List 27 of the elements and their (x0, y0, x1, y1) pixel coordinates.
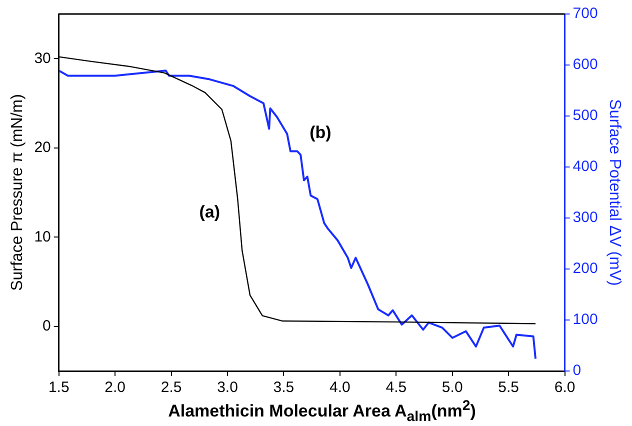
y-tick-label: 20 (34, 139, 51, 156)
y2-tick-label: 300 (572, 209, 598, 226)
series-label: (a) (199, 202, 220, 222)
x-tick-label: 3.0 (217, 379, 238, 396)
y2-tick-label: 200 (572, 260, 598, 278)
x-tick-label: 4.5 (386, 379, 407, 396)
x-tick-label: 6.0 (554, 379, 576, 396)
y2-tick-label: 600 (572, 56, 598, 74)
y2-tick-label: 700 (572, 5, 598, 22)
x-tick-label: 1.5 (48, 379, 70, 396)
y-tick-label: 0 (42, 318, 51, 335)
y2-tick-label: 500 (572, 107, 598, 124)
y2-tick-label: 400 (572, 158, 598, 176)
y-tick-label: 30 (34, 50, 51, 67)
y2-axis-title: Surface Potential ΔV (mV) (606, 99, 623, 286)
x-tick-label: 3.5 (273, 379, 294, 396)
x-tick-label: 5.0 (442, 379, 463, 396)
x-tick-label: 5.5 (498, 379, 519, 396)
x-tick-label: 2.0 (104, 379, 126, 396)
y-tick-label: 10 (34, 228, 51, 246)
x-tick-label: 2.5 (160, 379, 182, 396)
y2-tick-label: 100 (572, 311, 598, 328)
y-axis-title: Surface Pressure π (mN/m) (9, 94, 26, 291)
series-label: (b) (310, 122, 332, 142)
x-axis-title: Alamethicin Molecular Area A$_{alm}$(nm$^{2}$) (167, 398, 477, 426)
y2-tick-label: 0 (572, 362, 582, 380)
x-tick-label: 4.0 (330, 379, 350, 396)
